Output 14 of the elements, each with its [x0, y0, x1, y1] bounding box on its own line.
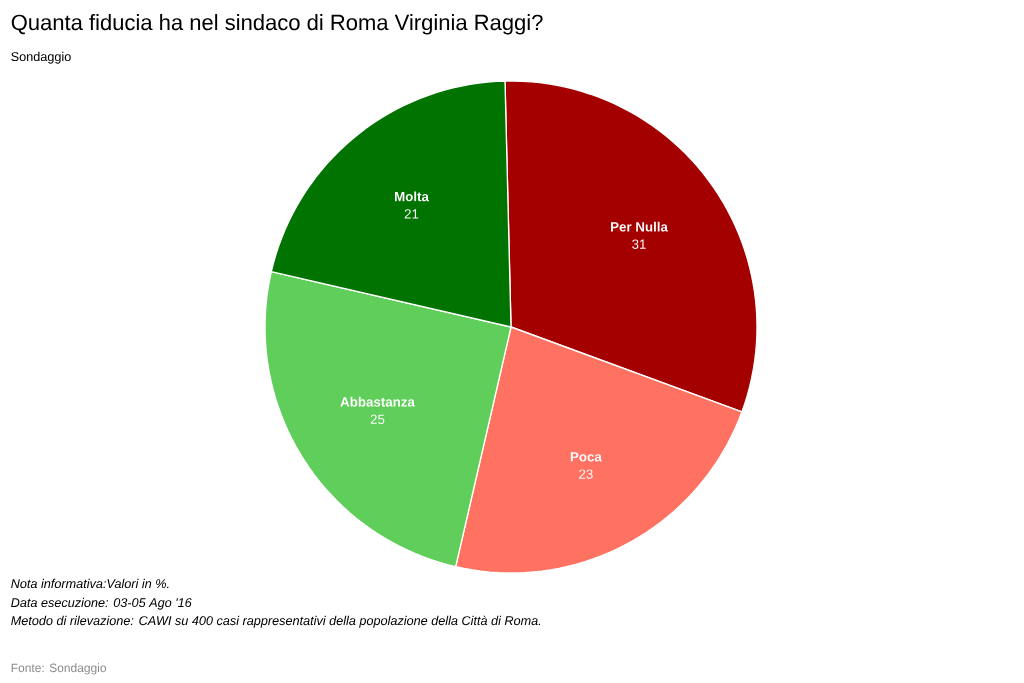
- source-note: Fonte: Sondaggio: [11, 663, 107, 675]
- text: Nota informativa:Valori in %.: [11, 578, 169, 589]
- text: Sondaggio: [11, 51, 71, 64]
- text: Data esecuzione: 03-05 Ago '16: [11, 597, 192, 610]
- data-label: 23: [579, 469, 593, 479]
- slice-label: Poca: [570, 452, 602, 462]
- chart-title: Quanta fiducia ha nel sindaco di Roma Virginia Raggi?: [11, 14, 543, 35]
- data-label: 31: [632, 239, 646, 249]
- slice-label: Abbastanza: [340, 396, 415, 407]
- slice-label: Molta: [394, 191, 429, 202]
- text: Metodo di rilevazione: CAWI su 400 casi rappresentativi della popolazione della Città di Roma.: [11, 615, 541, 628]
- data-label: 25: [370, 414, 385, 424]
- slice-label: Per Nulla: [611, 221, 669, 232]
- data-label: 21: [404, 209, 419, 219]
